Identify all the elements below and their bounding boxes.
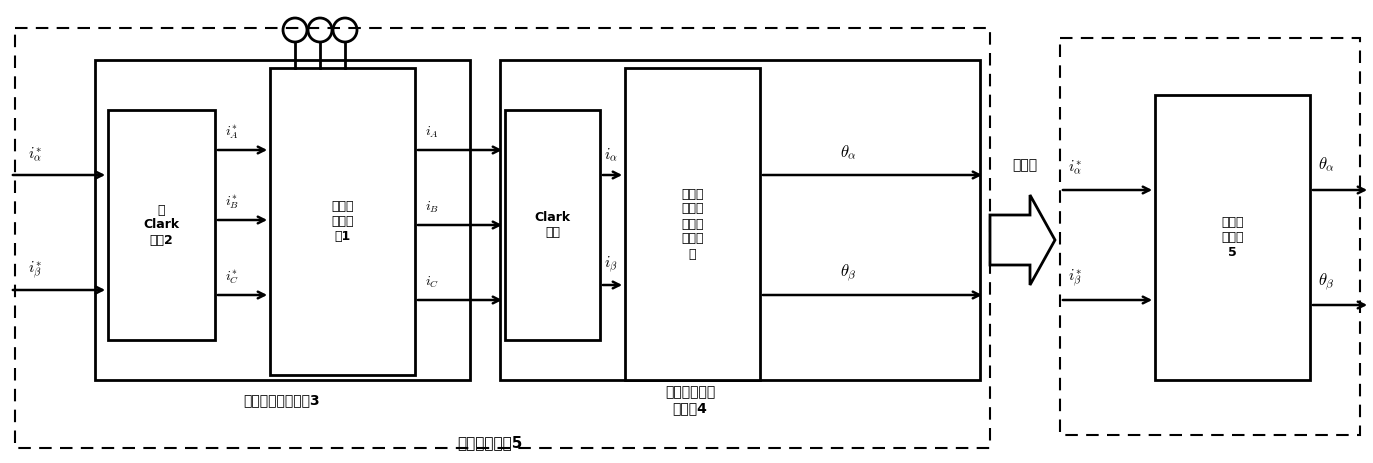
- Text: $i_{A}$: $i_{A}$: [426, 125, 439, 140]
- Bar: [1060, 38, 1361, 435]
- Text: $i_{C}$: $i_{C}$: [426, 274, 439, 290]
- Bar: [505, 110, 600, 340]
- Bar: [95, 60, 470, 380]
- Text: $i_{A}^{*}$: $i_{A}^{*}$: [225, 123, 239, 141]
- Text: $\theta_{\beta}$: $\theta_{\beta}$: [840, 263, 857, 284]
- Text: $i_{\alpha}^{*}$: $i_{\alpha}^{*}$: [1068, 159, 1082, 177]
- Bar: [108, 110, 216, 340]
- Text: 等效于: 等效于: [1012, 158, 1038, 172]
- Text: 电流控
制逆变
器1: 电流控 制逆变 器1: [331, 200, 354, 243]
- Text: $\theta_{\beta}$: $\theta_{\beta}$: [1318, 271, 1335, 293]
- Text: $i_{\alpha}$: $i_{\alpha}$: [604, 147, 618, 163]
- Text: $\theta_{\alpha}$: $\theta_{\alpha}$: [1318, 156, 1335, 174]
- Bar: [1155, 95, 1310, 380]
- Text: 复合被控对象5: 复合被控对象5: [457, 436, 523, 450]
- Bar: [270, 68, 415, 375]
- Text: 两相坐
标系下
的四阶
微分方
程: 两相坐 标系下 的四阶 微分方 程: [681, 188, 704, 261]
- Text: 复合被
控对象
5: 复合被 控对象 5: [1221, 216, 1244, 259]
- Text: 磁悬浮开关磁
阻电机4: 磁悬浮开关磁 阻电机4: [665, 385, 715, 415]
- Text: $i_{\beta}^{*}$: $i_{\beta}^{*}$: [27, 259, 41, 281]
- Text: $\theta_{\alpha}$: $\theta_{\alpha}$: [840, 144, 857, 162]
- Text: Clark
变换: Clark 变换: [534, 211, 571, 239]
- Text: 逆
Clark
变换2: 逆 Clark 变换2: [143, 204, 180, 246]
- Text: $i_{\alpha}^{*}$: $i_{\alpha}^{*}$: [27, 146, 41, 164]
- Text: $i_{\beta}$: $i_{\beta}$: [604, 255, 618, 275]
- Bar: [625, 68, 761, 380]
- Text: $i_{B}^{*}$: $i_{B}^{*}$: [225, 193, 239, 211]
- Text: $i_{B}$: $i_{B}$: [426, 199, 439, 215]
- Text: $i_{C}^{*}$: $i_{C}^{*}$: [225, 268, 239, 286]
- Polygon shape: [990, 195, 1054, 285]
- Text: $i_{\beta}^{*}$: $i_{\beta}^{*}$: [1068, 267, 1082, 289]
- Bar: [500, 60, 980, 380]
- Text: 扩展的流控逆变器3: 扩展的流控逆变器3: [243, 393, 320, 407]
- Bar: [15, 28, 990, 448]
